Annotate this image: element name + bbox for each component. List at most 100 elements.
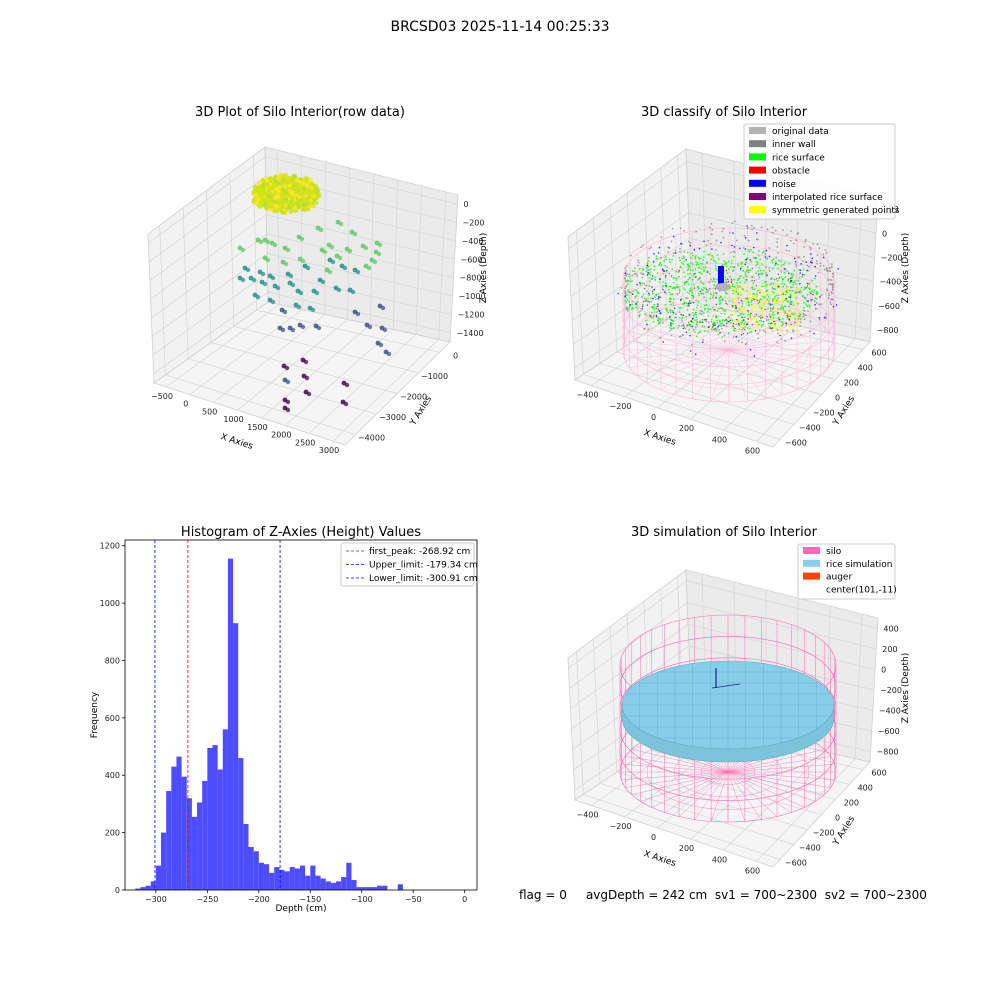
raw-point — [240, 277, 246, 283]
rice-surface-point — [668, 285, 671, 288]
symmetric-point — [785, 287, 788, 290]
rice-surface-point — [686, 302, 688, 305]
rice-surface-point — [774, 323, 776, 326]
rice-surface-point — [775, 294, 778, 297]
raw-point — [288, 183, 293, 189]
noise-point — [646, 264, 648, 267]
rice-surface-point — [688, 292, 691, 295]
rice-surface-point — [797, 302, 799, 305]
rice-surface-point — [663, 260, 665, 262]
rice-surface-point — [683, 251, 686, 253]
rice-surface-point — [689, 287, 692, 290]
noise-point — [657, 298, 660, 300]
rice-surface-point — [684, 288, 687, 291]
noise-point — [698, 247, 701, 250]
inner-wall-point — [638, 311, 640, 313]
raw-point — [301, 202, 307, 208]
raw-point — [343, 401, 349, 407]
noise-point — [814, 265, 816, 268]
symmetric-point — [783, 298, 786, 301]
interpolated-point — [735, 307, 737, 309]
rice-surface-point — [709, 297, 712, 300]
rice-surface-point — [758, 299, 761, 302]
noise-point — [785, 322, 787, 325]
simulation-3d-title: 3D simulation of Silo Interior — [631, 525, 818, 540]
rice-surface-point — [689, 269, 692, 271]
interpolated-point — [671, 319, 673, 321]
noise-point — [646, 323, 648, 326]
noise-point — [653, 289, 655, 291]
rice-surface-point — [731, 285, 734, 287]
legend-swatch — [749, 193, 766, 200]
inner-wall-point — [723, 340, 726, 343]
symmetric-point — [774, 309, 776, 312]
noise-point — [747, 318, 749, 320]
rice-surface-point — [707, 330, 709, 333]
raw-point — [320, 279, 326, 285]
rice-surface-point — [789, 293, 792, 296]
rice-surface-point — [815, 290, 818, 293]
noise-point — [765, 249, 768, 252]
rice-surface-point — [698, 292, 700, 295]
inner-wall-point — [751, 228, 753, 231]
rice-surface-point — [690, 256, 692, 259]
histogram-bar — [372, 887, 378, 890]
noise-point — [635, 303, 638, 305]
rice-surface-point — [664, 292, 667, 295]
noise-point — [624, 295, 626, 298]
symmetric-point — [779, 330, 782, 332]
symmetric-point — [755, 298, 758, 300]
rice-surface-point — [669, 293, 672, 296]
rice-surface-point — [657, 316, 659, 319]
rice-surface-point — [782, 263, 785, 266]
rice-surface-point — [714, 308, 717, 311]
rice-surface-point — [731, 306, 734, 308]
symmetric-point — [762, 309, 765, 312]
interpolated-point — [725, 302, 727, 305]
interpolated-point — [770, 303, 772, 306]
classify-x-axis-label: X Axies — [642, 428, 677, 448]
inner-wall-point — [652, 316, 654, 319]
inner-wall-point — [802, 255, 805, 258]
inner-wall-point — [624, 267, 627, 270]
x-tick-label: 2500 — [295, 438, 315, 447]
rice-surface-point — [766, 289, 769, 292]
inner-wall-point — [747, 239, 750, 242]
rice-surface-point — [690, 252, 693, 255]
interpolated-point — [755, 285, 758, 287]
noise-point — [668, 316, 671, 318]
noise-point — [641, 305, 644, 308]
rice-surface-point — [647, 265, 650, 268]
rice-surface-point — [647, 268, 649, 271]
rice-surface-point — [710, 318, 713, 321]
raw-point — [260, 184, 266, 190]
histogram-bar — [253, 851, 259, 890]
y-tick-label: 0 — [453, 351, 458, 360]
rice-surface-point — [779, 276, 782, 278]
rice-surface-point — [678, 290, 681, 292]
inner-wall-point — [771, 226, 774, 229]
interpolated-point — [679, 299, 682, 302]
noise-point — [742, 319, 745, 321]
rice-surface-point — [697, 278, 700, 281]
raw-point — [262, 281, 268, 287]
histogram-bar — [207, 747, 213, 890]
rice-surface-point — [724, 263, 727, 266]
rice-surface-point — [697, 300, 700, 303]
noise-point — [641, 308, 643, 310]
interpolated-point — [776, 278, 778, 280]
noise-point — [711, 248, 713, 250]
rice-surface-point — [732, 292, 734, 295]
interpolated-point — [748, 271, 750, 273]
interpolated-point — [714, 324, 717, 326]
symmetric-point — [793, 314, 796, 317]
symmetric-point — [768, 298, 770, 301]
inner-wall-point — [637, 259, 640, 262]
raw-point — [276, 207, 282, 212]
rice-surface-point — [720, 312, 723, 315]
interpolated-point — [760, 317, 762, 319]
rice-surface-point — [631, 270, 634, 272]
auger-noise-cluster — [718, 266, 724, 286]
symmetric-point — [798, 302, 801, 305]
raw-point — [267, 187, 272, 192]
